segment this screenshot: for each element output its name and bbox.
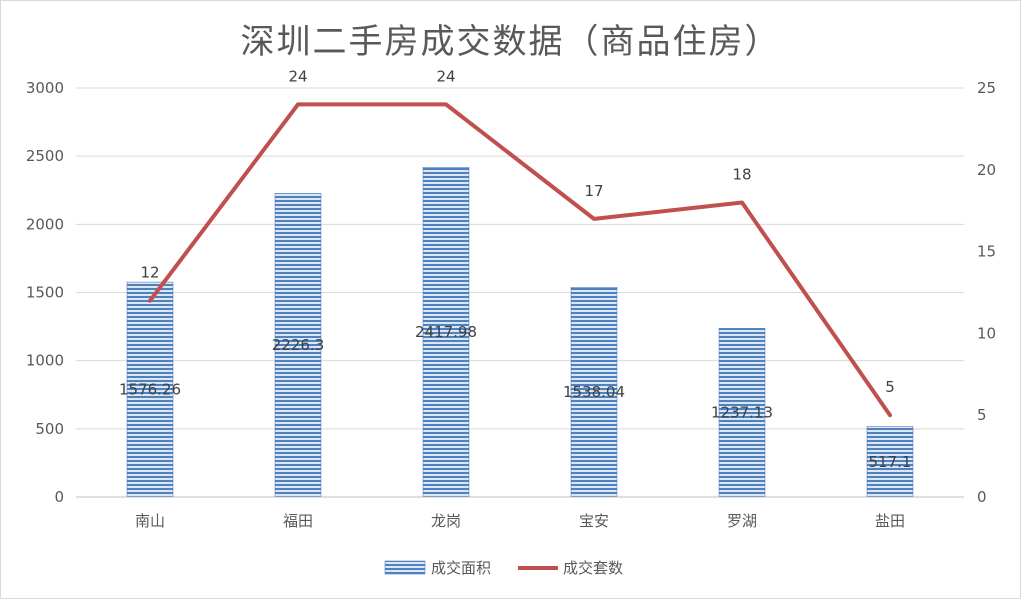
line-data-label: 12 [140,264,159,282]
bar [866,426,914,498]
y-right-tick-label: 0 [977,488,987,506]
x-category-label: 盐田 [875,512,905,530]
y-right-tick-label: 15 [977,243,996,261]
legend: 成交面积 成交套数 [384,559,623,577]
bar-data-label: 1538.04 [563,383,625,401]
line-path [148,102,892,418]
legend-bar-swatch [384,560,426,575]
y-right-tick-label: 10 [977,324,996,342]
bar [570,287,618,498]
y-left-tick-label: 0 [54,488,64,506]
bar-data-label: 517.1 [869,453,912,471]
y-left-tick-label: 500 [35,420,64,438]
y-right-tick-label: 25 [977,79,996,97]
line-data-label: 17 [584,182,603,200]
x-category-label: 宝安 [579,512,609,530]
x-category-label: 福田 [283,512,313,530]
y-left-tick-label: 1500 [26,284,64,302]
line-data-label: 18 [732,166,751,184]
y-left-tick-label: 2000 [26,215,64,233]
bar [718,328,766,498]
y-right-tick-label: 5 [977,406,987,424]
bar [422,167,470,498]
legend-bar-label: 成交面积 [431,559,491,577]
x-category-label: 南山 [135,512,165,530]
chart-title: 深圳二手房成交数据（商品住房） [240,22,781,62]
bar-data-label: 2417.98 [415,323,477,341]
bar-data-label: 1237.13 [711,404,773,422]
data-labels: 1576.26 2226.3 2417.98 1538.04 1237.13 517.1 1… [119,67,911,470]
bar [126,281,174,498]
bar-data-label: 1576.26 [119,381,181,399]
bar-data-label: 2226.3 [272,336,325,354]
y-right-tick-label: 20 [977,161,996,179]
line-data-label: 24 [436,67,455,85]
gridlines [76,87,964,498]
y-left-tick-label: 2500 [26,147,64,165]
x-category-label: 龙岗 [431,512,461,530]
line-series [148,102,892,418]
bar-series [126,167,914,498]
line-data-label: 5 [885,378,895,396]
x-category-label: 罗湖 [727,512,757,530]
y-left-tick-label: 1000 [26,352,64,370]
line-data-label: 24 [288,67,307,85]
axes: 0 500 1000 1500 2000 2500 3000 0 5 10 15 20 25 南山 福田 龙岗… [26,79,996,530]
y-left-tick-label: 3000 [26,79,64,97]
legend-line-label: 成交套数 [563,559,623,577]
